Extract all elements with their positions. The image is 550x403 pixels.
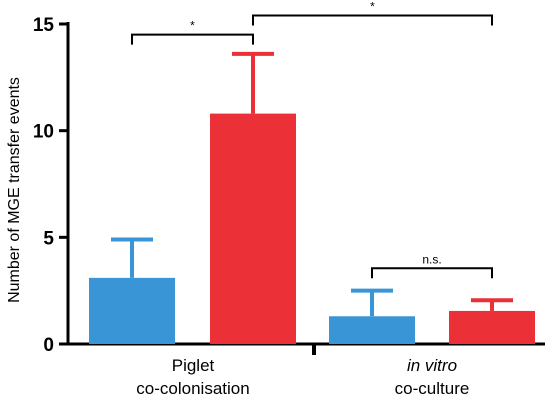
y-axis-title: Number of MGE transfer events — [6, 77, 23, 303]
y-tick-label-2: 10 — [33, 122, 54, 143]
significance-label-2: n.s. — [422, 252, 441, 266]
y-tick-label-3: 15 — [33, 15, 55, 36]
significance-label-0: * — [190, 19, 195, 33]
bar-1 — [210, 113, 296, 344]
y-tick-label-0: 0 — [43, 335, 54, 356]
group-label-line2-0: co-colonisation — [136, 379, 249, 398]
significance-brackets: * * n.s. — [131, 0, 493, 279]
significance-label-1: * — [370, 0, 375, 13]
bars — [89, 113, 535, 344]
y-tick-label-1: 5 — [43, 228, 54, 249]
labels: Number of MGE transfer events Piglet co-co… — [6, 77, 469, 398]
bar-0 — [89, 277, 175, 344]
significance-bracket-2 — [371, 267, 493, 279]
bar-2 — [329, 316, 415, 344]
significance-bracket-1 — [252, 14, 493, 26]
significance-bracket-0 — [131, 33, 254, 45]
bar-3 — [449, 310, 535, 344]
error-bars — [111, 51, 513, 317]
group-label-line1-1: in vitro — [407, 356, 457, 375]
group-label-line1-0: Piglet — [172, 356, 215, 375]
group-label-line2-1: co-culture — [395, 379, 470, 398]
